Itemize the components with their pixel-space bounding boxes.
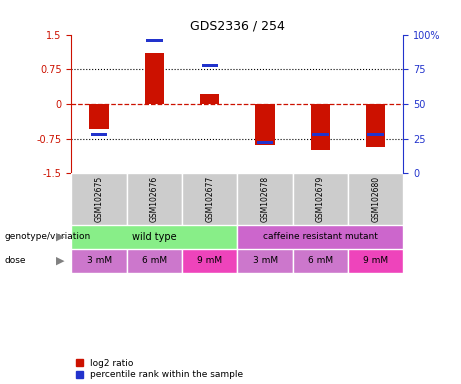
Text: 3 mM: 3 mM [87,256,112,265]
Text: 6 mM: 6 mM [142,256,167,265]
Bar [237,249,293,273]
Legend: log2 ratio, percentile rank within the sample: log2 ratio, percentile rank within the s… [76,359,243,379]
Bar [201,64,218,66]
Text: caffeine resistant mutant: caffeine resistant mutant [263,232,378,242]
Bar [348,249,403,273]
Bar [348,174,403,225]
Text: GSM102677: GSM102677 [205,176,214,222]
Bar [89,104,109,129]
Bar [367,133,384,136]
Text: ▶: ▶ [56,256,64,266]
Bar [182,174,237,225]
Bar [257,141,273,144]
Bar [237,174,293,225]
Bar [71,249,127,273]
Text: ▶: ▶ [56,232,64,242]
Bar [200,94,219,104]
Bar [366,104,385,147]
Text: GSM102680: GSM102680 [371,176,380,222]
Bar [71,174,127,225]
Text: genotype/variation: genotype/variation [5,232,91,242]
Bar [127,174,182,225]
Bar [145,53,164,104]
Text: dose: dose [5,256,26,265]
Text: GSM102679: GSM102679 [316,176,325,222]
Text: GSM102676: GSM102676 [150,176,159,222]
Bar [146,39,163,41]
Bar [91,133,107,136]
Text: 3 mM: 3 mM [253,256,278,265]
Bar [71,225,237,249]
Bar [255,104,275,145]
Bar [127,249,182,273]
Text: 9 mM: 9 mM [363,256,388,265]
Bar [237,225,403,249]
Title: GDS2336 / 254: GDS2336 / 254 [190,19,285,32]
Text: GSM102678: GSM102678 [260,176,270,222]
Bar [293,249,348,273]
Bar [182,249,237,273]
Text: GSM102675: GSM102675 [95,176,104,222]
Bar [312,133,329,136]
Text: 9 mM: 9 mM [197,256,222,265]
Text: wild type: wild type [132,232,177,242]
Text: 6 mM: 6 mM [308,256,333,265]
Bar [311,104,330,150]
Bar [293,174,348,225]
